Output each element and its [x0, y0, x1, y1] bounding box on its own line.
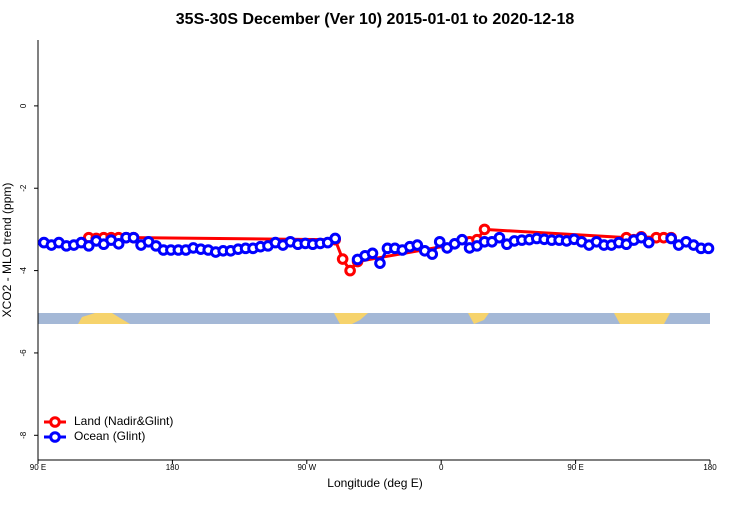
y-tick-label: -6	[19, 349, 28, 357]
point	[456, 233, 468, 246]
ocean-strip	[38, 313, 710, 324]
point	[411, 239, 424, 251]
land-shape	[614, 313, 670, 324]
land-shape	[334, 313, 368, 324]
point	[329, 232, 341, 245]
legend-label: Land (Nadir&Glint)	[74, 414, 173, 428]
point	[665, 232, 677, 245]
x-tick-label: 180	[166, 463, 180, 472]
point	[433, 235, 446, 248]
point	[426, 248, 439, 260]
legend-marker	[49, 416, 61, 428]
x-tick-label: 90 E	[567, 463, 583, 472]
x-tick-label: 90 W	[297, 463, 316, 472]
map-strip	[38, 313, 710, 324]
point	[374, 257, 386, 269]
land-shape	[78, 313, 130, 324]
point	[336, 253, 349, 265]
point	[642, 236, 655, 249]
point	[344, 264, 356, 277]
y-tick-label: -8	[19, 431, 28, 439]
point	[702, 242, 715, 255]
point	[493, 231, 506, 244]
y-tick-label: 0	[19, 103, 28, 108]
point	[112, 238, 125, 250]
y-axis-label: XCO2 - MLO trend (ppm)	[0, 183, 14, 318]
point	[366, 247, 379, 260]
x-tick-label: 90 E	[30, 463, 46, 472]
x-tick-label: 180	[703, 463, 717, 472]
y-tick-label: -2	[19, 184, 28, 192]
x-tick-label: 0	[439, 463, 444, 472]
x-axis-label: Longitude (deg E)	[327, 476, 422, 490]
chart-title: 35S-30S December (Ver 10) 2015-01-01 to …	[176, 11, 575, 28]
legend-label: Ocean (Glint)	[74, 429, 145, 443]
y-tick-label: -4	[19, 266, 28, 274]
point	[82, 240, 95, 252]
point	[635, 231, 648, 244]
point	[478, 223, 491, 236]
land-shape	[468, 313, 489, 324]
point	[127, 231, 140, 244]
legend-marker	[49, 431, 61, 443]
